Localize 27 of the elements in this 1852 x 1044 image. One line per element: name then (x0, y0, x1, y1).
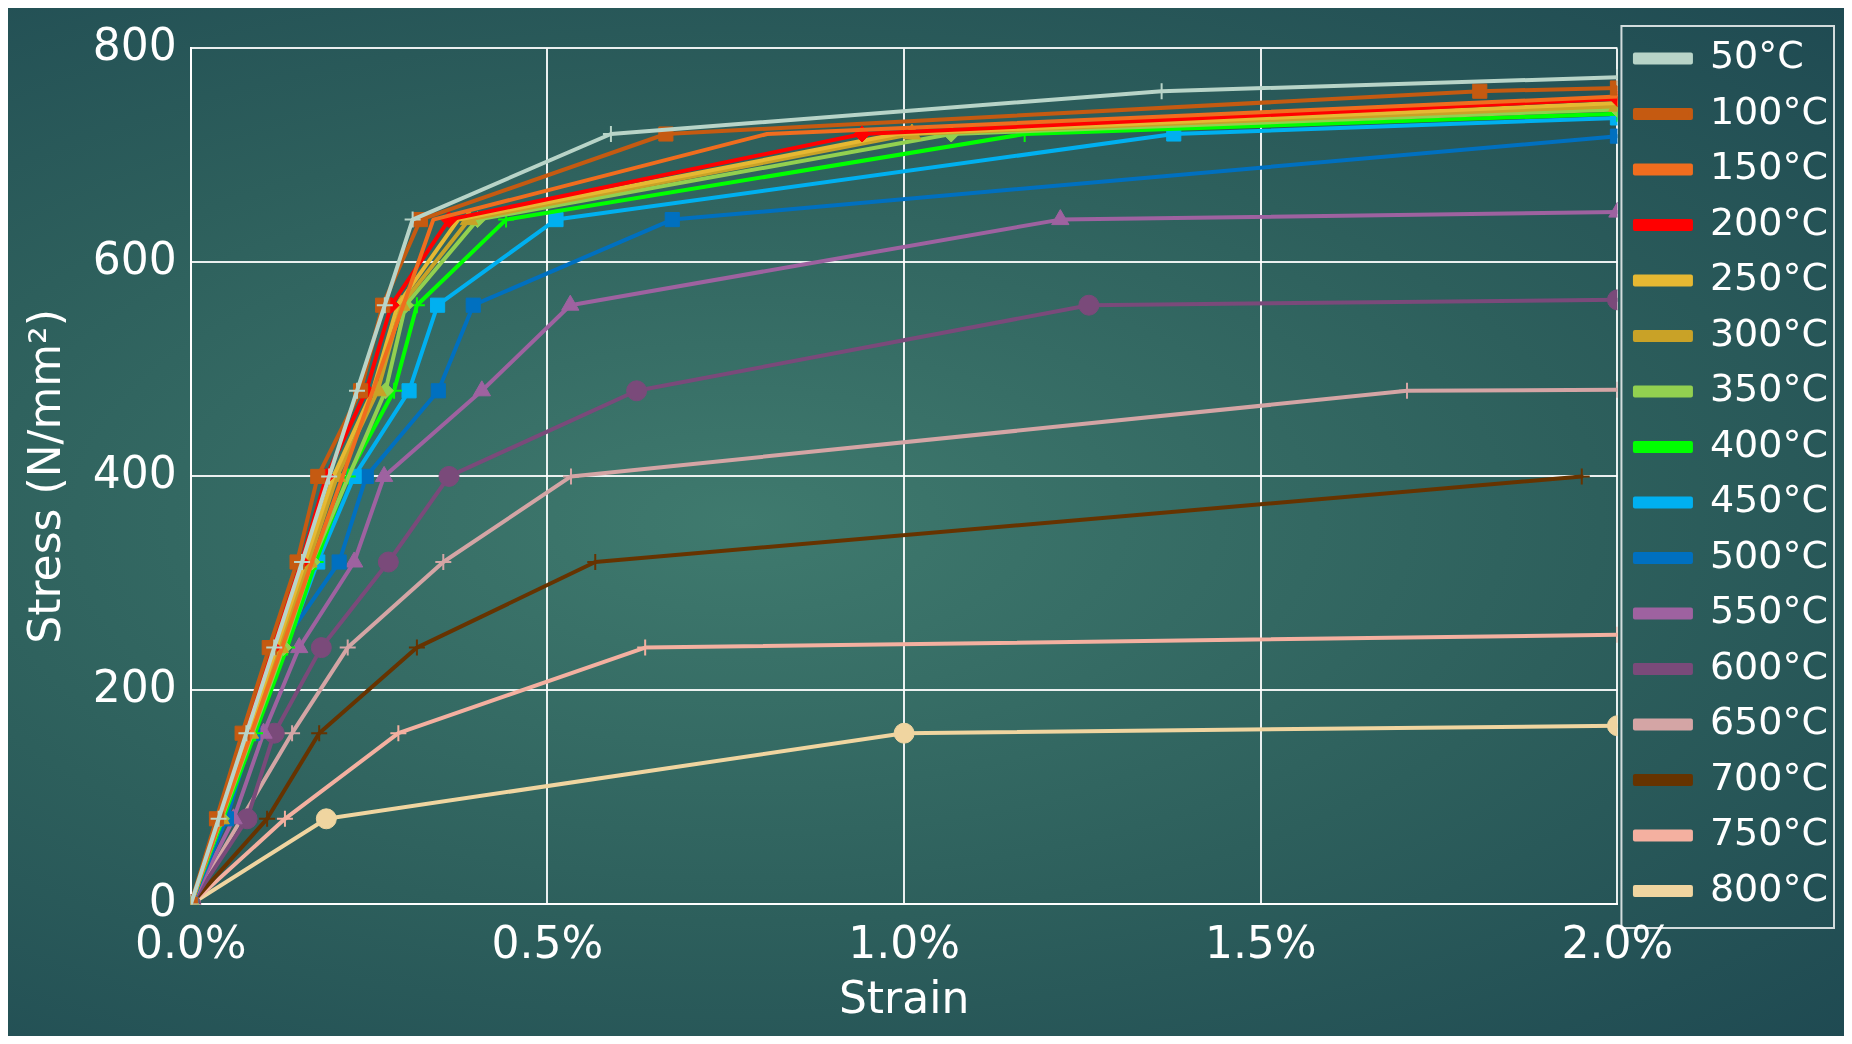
x-axis-title: Strain (838, 972, 970, 1024)
legend-label: 600°C (1709, 643, 1829, 688)
legend-label: 50°C (1709, 33, 1804, 78)
legend-label: 450°C (1709, 477, 1829, 522)
x-tick-label: 1.0% (848, 917, 961, 969)
y-tick-label: 800 (92, 18, 177, 70)
legend-label: 350°C (1709, 366, 1829, 411)
x-tick-label: 1.5% (1204, 917, 1317, 969)
x-tick-label: 0.5% (491, 917, 604, 969)
y-tick-label: 200 (92, 660, 177, 712)
y-tick-label: 400 (92, 446, 177, 498)
y-tick-label: 600 (92, 232, 177, 284)
legend-label: 200°C (1709, 199, 1829, 244)
legend-label: 700°C (1709, 754, 1829, 799)
legend-label: 400°C (1709, 421, 1829, 466)
x-tick-label: 2.0% (1561, 917, 1674, 969)
legend-label: 800°C (1709, 865, 1829, 910)
legend-label: 300°C (1709, 310, 1829, 355)
legend-label: 750°C (1709, 810, 1829, 855)
legend-label: 500°C (1709, 532, 1829, 577)
x-tick-label: 0.0% (134, 917, 247, 969)
legend-label: 100°C (1709, 88, 1829, 133)
legend-label: 550°C (1709, 588, 1829, 633)
legend-label: 250°C (1709, 255, 1829, 300)
y-axis-title: Stress (N/mm²) (18, 309, 70, 644)
legend-label: 150°C (1709, 144, 1829, 189)
legend-label: 650°C (1709, 699, 1829, 744)
